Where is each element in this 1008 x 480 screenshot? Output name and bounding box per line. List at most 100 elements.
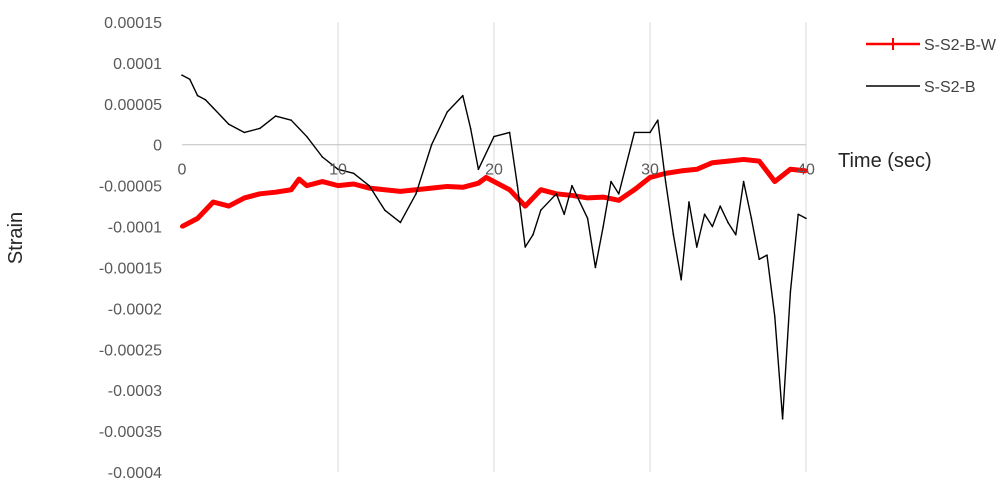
x-tick-label: 0 — [178, 162, 187, 179]
data-point-s-s2-b — [797, 213, 799, 216]
data-point-s-s2-b — [766, 254, 768, 256]
data-point-s-s2-b — [781, 418, 784, 420]
data-point-s-s2-b-w — [570, 193, 574, 198]
data-point-s-s2-b — [204, 98, 207, 101]
y-tick-label: -0.00025 — [99, 342, 162, 359]
data-point-s-s2-b-w — [476, 181, 481, 186]
y-tick-label: -0.00015 — [99, 260, 162, 277]
data-point-s-s2-b — [462, 94, 464, 97]
data-point-s-s2-b — [384, 209, 386, 211]
data-point-s-s2-b-w — [538, 187, 543, 192]
legend: S-S2-B-W S-S2-B — [866, 37, 997, 96]
data-point-s-s2-b — [181, 74, 183, 76]
data-point-s-s2-b — [758, 258, 760, 261]
data-point-s-s2-b — [430, 143, 433, 146]
data-point-s-s2-b — [446, 111, 449, 113]
data-point-s-s2-b — [696, 246, 698, 248]
data-point-s-s2-b-w — [460, 185, 465, 190]
y-tick-label: 0.00015 — [104, 15, 162, 32]
x-tick-label: 20 — [485, 162, 503, 179]
data-point-s-s2-b — [274, 115, 277, 117]
x-axis-title: Time (sec) — [838, 150, 932, 172]
data-point-s-s2-b — [602, 225, 604, 228]
x-tick-label: 10 — [329, 162, 347, 179]
data-point-s-s2-b — [243, 131, 246, 134]
data-point-s-s2-b — [688, 201, 690, 203]
data-point-s-s2-b — [516, 184, 519, 187]
data-point-s-s2-b-w — [772, 179, 777, 184]
data-point-s-s2-b-w — [336, 183, 340, 188]
data-point-s-s2-b — [259, 127, 261, 130]
data-point-s-s2-b-w — [741, 157, 746, 162]
data-point-s-s2-b — [664, 180, 667, 183]
data-point-s-s2-b-w — [726, 159, 730, 164]
data-point-s-s2-b-w — [273, 190, 278, 195]
data-point-s-s2-b-w — [710, 160, 715, 165]
y-tick-label: -0.0001 — [108, 220, 162, 237]
data-point-s-s2-b — [805, 217, 807, 220]
data-point-s-s2-b-w — [320, 179, 325, 184]
x-tick-label: 40 — [797, 162, 815, 179]
data-point-s-s2-b — [789, 291, 792, 293]
data-point-s-s2-b-w — [180, 224, 184, 229]
data-point-s-s2-b — [477, 168, 480, 171]
data-point-s-s2-b — [680, 278, 682, 281]
data-point-s-s2-b — [735, 233, 737, 236]
data-point-s-s2-b-w — [226, 204, 231, 209]
y-tick-label: -0.0003 — [108, 383, 162, 400]
x-tick-label: 30 — [641, 162, 659, 179]
data-point-s-s2-b — [399, 221, 402, 224]
data-point-s-s2-b — [633, 131, 636, 134]
data-point-s-s2-b — [555, 193, 558, 195]
data-point-s-s2-b-w — [694, 167, 699, 172]
data-point-s-s2-b-w — [601, 195, 606, 200]
data-point-s-s2-b-w — [632, 187, 637, 192]
data-point-s-s2-b — [508, 131, 511, 134]
data-point-s-s2-b-w — [788, 167, 793, 172]
data-point-s-s2-b — [337, 168, 339, 171]
data-point-s-s2-b-w — [616, 198, 621, 203]
data-point-s-s2-b-w — [211, 200, 216, 204]
data-point-s-s2-b-w — [804, 168, 808, 173]
data-point-s-s2-b — [711, 225, 714, 228]
data-point-s-s2-b-w — [382, 187, 387, 192]
x-axis-ticks: 0 10 20 30 40 — [178, 162, 815, 179]
data-point-s-s2-b — [524, 246, 526, 248]
y-axis-title: Strain — [5, 212, 27, 264]
data-point-s-s2-b-w — [523, 204, 528, 209]
data-point-s-s2-b — [469, 127, 472, 130]
data-point-s-s2-b — [212, 107, 214, 109]
data-point-s-s2-b — [540, 209, 542, 211]
data-point-s-s2-b — [352, 172, 355, 175]
y-tick-label: -0.00005 — [99, 179, 162, 196]
y-axis-ticks: 0.00015 0.0001 0.00005 0 -0.00005 -0.0001 -0.0… — [99, 15, 162, 480]
data-point-s-s2-b — [415, 193, 417, 195]
data-point-s-s2-b — [571, 184, 573, 187]
y-tick-label: 0.00005 — [104, 97, 162, 114]
data-point-s-s2-b-w — [648, 175, 652, 180]
data-point-s-s2-b — [703, 213, 706, 216]
data-point-s-s2-b — [306, 135, 308, 138]
data-point-s-s2-b-w — [507, 187, 512, 192]
data-point-s-s2-b — [196, 94, 199, 97]
data-point-s-s2-b — [290, 119, 293, 121]
data-point-s-s2-b — [321, 156, 324, 158]
data-point-s-s2-b-w — [484, 175, 489, 180]
data-point-s-s2-b-w — [195, 216, 200, 221]
gridlines — [337, 22, 807, 472]
data-point-s-s2-b — [750, 217, 753, 220]
data-point-s-s2-b-w — [398, 189, 403, 194]
data-point-s-s2-b-w — [679, 168, 684, 173]
y-tick-label: -0.0002 — [108, 301, 162, 318]
data-point-s-s2-b-w — [351, 182, 356, 186]
data-point-s-s2-b — [493, 135, 495, 138]
data-point-s-s2-b — [742, 180, 745, 183]
data-point-s-s2-b-w — [757, 159, 762, 164]
data-point-s-s2-b — [594, 266, 597, 269]
data-point-s-s2-b-w — [585, 195, 590, 200]
data-point-s-s2-b — [649, 131, 651, 134]
data-point-s-s2-b — [672, 233, 675, 236]
data-point-s-s2-b — [618, 193, 620, 195]
legend-label-s-s2-b: S-S2-B — [924, 79, 976, 96]
